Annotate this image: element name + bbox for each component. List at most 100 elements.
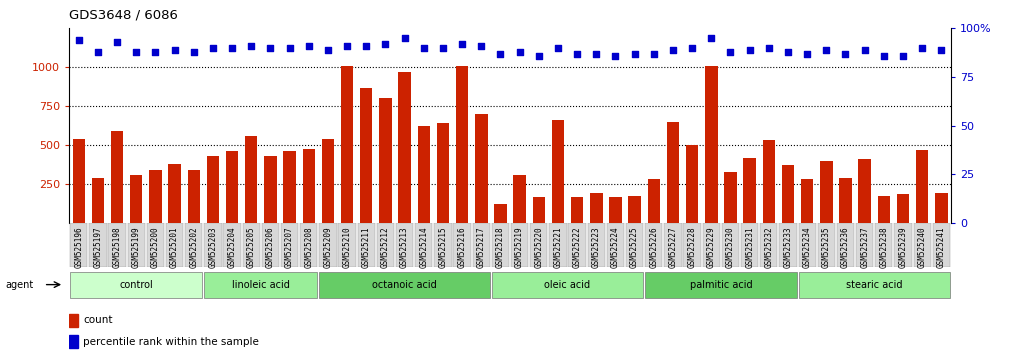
FancyBboxPatch shape <box>281 223 298 267</box>
FancyBboxPatch shape <box>779 223 796 267</box>
Point <box>876 53 892 58</box>
Point <box>109 39 125 45</box>
Point <box>243 43 259 48</box>
FancyBboxPatch shape <box>703 223 720 267</box>
FancyBboxPatch shape <box>396 223 413 267</box>
FancyBboxPatch shape <box>894 223 911 267</box>
Bar <box>69 314 78 327</box>
FancyBboxPatch shape <box>645 223 662 267</box>
Point <box>818 47 834 52</box>
FancyBboxPatch shape <box>549 223 566 267</box>
Text: GSM525211: GSM525211 <box>362 226 371 268</box>
Text: GSM525216: GSM525216 <box>458 226 467 268</box>
Bar <box>551 120 564 223</box>
Text: GSM525228: GSM525228 <box>687 226 697 268</box>
FancyBboxPatch shape <box>913 223 931 267</box>
Point <box>435 45 452 51</box>
Point <box>167 47 183 52</box>
Bar <box>801 179 814 223</box>
FancyBboxPatch shape <box>473 223 490 267</box>
Text: stearic acid: stearic acid <box>846 280 902 290</box>
Point <box>204 45 221 51</box>
FancyBboxPatch shape <box>204 223 222 267</box>
Bar <box>226 152 238 223</box>
Text: GSM525226: GSM525226 <box>649 226 658 268</box>
Bar <box>782 165 794 223</box>
Text: count: count <box>83 315 113 325</box>
Point <box>780 49 796 55</box>
Bar <box>935 193 948 223</box>
Bar <box>590 193 602 223</box>
FancyBboxPatch shape <box>127 223 144 267</box>
Point <box>588 51 604 56</box>
FancyBboxPatch shape <box>933 223 950 267</box>
Point <box>301 43 317 48</box>
Bar <box>360 87 372 223</box>
Bar <box>514 175 526 223</box>
FancyBboxPatch shape <box>511 223 528 267</box>
Bar <box>724 172 736 223</box>
Point <box>147 49 164 55</box>
Text: GSM525229: GSM525229 <box>707 226 716 268</box>
Point <box>550 45 566 51</box>
Point <box>186 49 202 55</box>
Text: GSM525213: GSM525213 <box>400 226 409 268</box>
Text: GSM525202: GSM525202 <box>189 226 198 268</box>
FancyBboxPatch shape <box>166 223 183 267</box>
FancyBboxPatch shape <box>185 223 202 267</box>
Bar <box>69 335 78 348</box>
Text: GSM525232: GSM525232 <box>765 226 773 268</box>
Point <box>799 51 816 56</box>
FancyBboxPatch shape <box>300 223 317 267</box>
Point <box>703 35 719 41</box>
Text: GDS3648 / 6086: GDS3648 / 6086 <box>69 9 178 22</box>
Point <box>741 47 758 52</box>
Point <box>569 51 585 56</box>
Point <box>722 49 738 55</box>
Point <box>665 47 681 52</box>
Point <box>397 35 413 41</box>
Point <box>837 51 853 56</box>
Text: GSM525198: GSM525198 <box>113 226 122 268</box>
Text: GSM525201: GSM525201 <box>170 226 179 268</box>
Bar <box>763 141 775 223</box>
Point <box>492 51 508 56</box>
Bar <box>284 152 296 223</box>
FancyBboxPatch shape <box>339 223 356 267</box>
Point <box>454 41 470 47</box>
Bar <box>149 170 162 223</box>
FancyBboxPatch shape <box>492 223 510 267</box>
FancyBboxPatch shape <box>319 272 490 298</box>
Text: GSM525215: GSM525215 <box>438 226 447 268</box>
Text: GSM525223: GSM525223 <box>592 226 601 268</box>
FancyBboxPatch shape <box>626 223 643 267</box>
FancyBboxPatch shape <box>569 223 586 267</box>
FancyBboxPatch shape <box>741 223 759 267</box>
Text: linoleic acid: linoleic acid <box>232 280 290 290</box>
Bar <box>609 196 621 223</box>
Point <box>914 45 931 51</box>
Text: GSM525225: GSM525225 <box>631 226 639 268</box>
Text: GSM525205: GSM525205 <box>247 226 255 268</box>
Text: GSM525224: GSM525224 <box>611 226 620 268</box>
Bar <box>533 196 545 223</box>
Bar <box>878 196 890 223</box>
Text: GSM525235: GSM525235 <box>822 226 831 268</box>
Text: GSM525209: GSM525209 <box>323 226 333 268</box>
FancyBboxPatch shape <box>760 223 777 267</box>
Text: GSM525222: GSM525222 <box>573 226 582 268</box>
Text: GSM525197: GSM525197 <box>94 226 103 268</box>
Bar <box>92 178 104 223</box>
FancyBboxPatch shape <box>530 223 547 267</box>
Bar <box>418 126 430 223</box>
Text: GSM525199: GSM525199 <box>132 226 140 268</box>
Text: GSM525208: GSM525208 <box>304 226 313 268</box>
Bar <box>130 175 142 223</box>
Bar <box>264 156 277 223</box>
Point <box>607 53 623 58</box>
Point <box>895 53 911 58</box>
Point <box>684 45 701 51</box>
Point <box>319 47 336 52</box>
FancyBboxPatch shape <box>224 223 241 267</box>
Bar <box>897 194 909 223</box>
